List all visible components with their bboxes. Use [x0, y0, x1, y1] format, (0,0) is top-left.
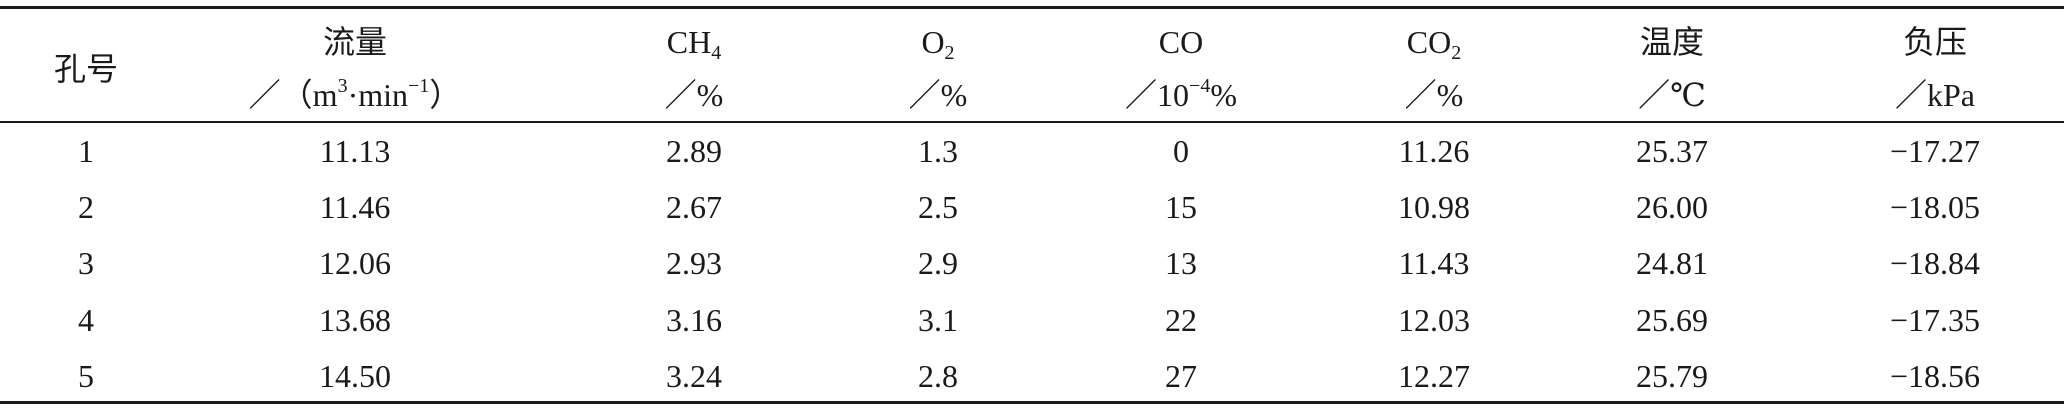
header-text: ／%	[1404, 77, 1464, 113]
table-cell: 12.03	[1398, 302, 1470, 338]
table-cell: 11.46	[319, 189, 391, 225]
table-cell: 3.1	[918, 302, 958, 338]
bottom-rule	[0, 401, 2064, 404]
table-cell: 25.69	[1636, 302, 1708, 338]
header-cell: 流量	[323, 26, 387, 58]
header-cell: CO2	[1406, 24, 1461, 63]
header-text: ／10	[1125, 77, 1190, 113]
table-cell: 13.68	[319, 302, 391, 338]
table-cell: −18.05	[1889, 189, 1981, 225]
header-cell: ／%	[1405, 79, 1464, 111]
top-rule	[0, 6, 2064, 9]
header-text: CO	[1406, 24, 1452, 60]
table-cell: 22	[1165, 302, 1197, 338]
table-cell: 24.81	[1636, 245, 1708, 281]
header-cell: CO	[1159, 26, 1203, 58]
table-cell: 14.50	[319, 358, 391, 394]
table-cell: 2.93	[666, 245, 722, 281]
table-cell: 5	[78, 358, 94, 394]
table-cell: 2.5	[918, 189, 958, 225]
header-text: −1	[408, 75, 430, 97]
table-cell: 3	[78, 245, 94, 281]
header-text: ／%	[908, 77, 968, 113]
table-cell: 2.89	[666, 133, 722, 169]
table-cell: 1	[78, 133, 94, 169]
table-cell: 0	[1173, 133, 1189, 169]
table-cell: 2.8	[918, 358, 958, 394]
table-cell: 2.9	[918, 245, 958, 281]
header-text: ／℃	[1638, 77, 1706, 113]
header-text: 温度	[1639, 24, 1705, 60]
table-cell: 10.98	[1398, 189, 1470, 225]
table-cell: 3.24	[666, 358, 722, 394]
table-cell: 4	[78, 302, 94, 338]
header-cell: ／%	[665, 79, 724, 111]
header-rule	[0, 121, 2064, 123]
table-cell: 25.79	[1636, 358, 1708, 394]
header-cell: 温度	[1640, 26, 1704, 58]
table-cell: −18.84	[1889, 245, 1981, 281]
header-text: ）	[429, 77, 462, 113]
table-cell: 11.13	[319, 133, 391, 169]
header-cell: CH4	[666, 24, 721, 63]
table-cell: 27	[1165, 358, 1197, 394]
header-text: O	[921, 24, 945, 60]
table-cell: −18.56	[1889, 358, 1981, 394]
table-cell: 3.16	[666, 302, 722, 338]
table-cell: 25.37	[1636, 133, 1708, 169]
header-cell: ／%	[909, 79, 968, 111]
header-cell: 孔号	[54, 53, 118, 85]
header-text: 负压	[1902, 24, 1968, 60]
header-text: 流量	[322, 24, 388, 60]
header-text: 3	[337, 75, 348, 97]
table-cell: 12.27	[1398, 358, 1470, 394]
header-cell: 负压	[1903, 26, 1967, 58]
header-cell: ／10−4%	[1125, 76, 1237, 113]
table-cell: 26.00	[1636, 189, 1708, 225]
header-cell: ／℃	[1638, 79, 1706, 111]
table-cell: 11.26	[1398, 133, 1470, 169]
table-cell: −17.35	[1889, 302, 1981, 338]
header-text: 2	[944, 42, 955, 64]
table-cell: 2.67	[666, 189, 722, 225]
header-text: ·min	[347, 77, 409, 113]
header-text: 4	[711, 42, 722, 64]
header-cell: ／（m3·min−1）	[248, 76, 462, 113]
table-cell: −17.27	[1889, 133, 1981, 169]
header-text: CH	[666, 24, 712, 60]
table-cell: 12.06	[319, 245, 391, 281]
table-cell: 15	[1165, 189, 1197, 225]
header-text: ／（m	[248, 77, 338, 113]
header-cell: O2	[921, 24, 954, 63]
header-text: 2	[1451, 42, 1462, 64]
table-cell: 11.43	[1398, 245, 1470, 281]
table-cell: 2	[78, 189, 94, 225]
header-text: %	[1210, 77, 1237, 113]
header-text: −4	[1189, 75, 1211, 97]
header-text: ／kPa	[1894, 77, 1976, 113]
header-cell: ／kPa	[1895, 79, 1975, 111]
header-text: ／%	[664, 77, 724, 113]
table-cell: 13	[1165, 245, 1197, 281]
header-text: 孔号	[53, 50, 119, 87]
table-cell: 1.3	[918, 133, 958, 169]
header-text: CO	[1158, 24, 1204, 60]
